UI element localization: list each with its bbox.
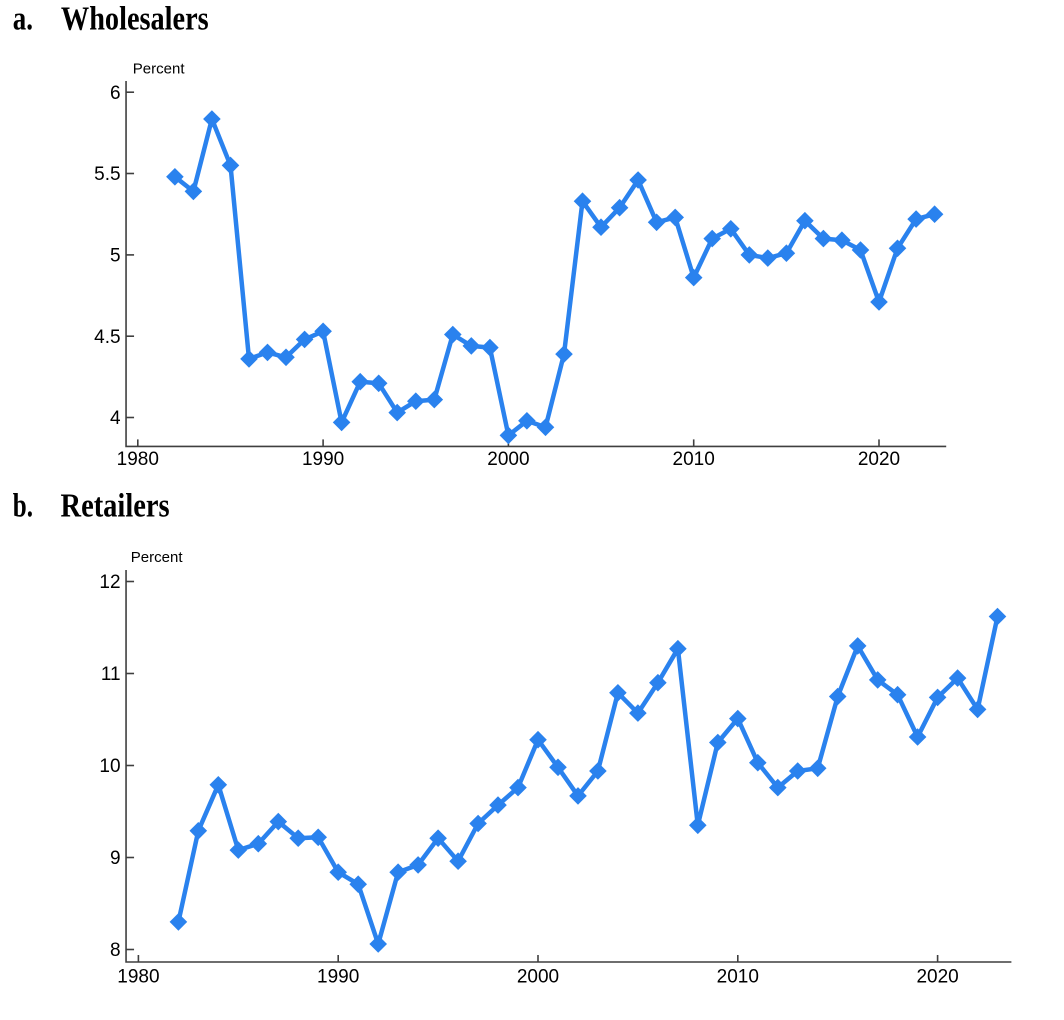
svg-text:8: 8 [110, 940, 121, 961]
svg-text:1980: 1980 [117, 967, 159, 988]
svg-text:4.5: 4.5 [94, 327, 120, 348]
svg-text:4: 4 [110, 408, 121, 429]
svg-text:2000: 2000 [517, 967, 559, 988]
svg-text:1990: 1990 [317, 967, 359, 988]
svg-text:9: 9 [110, 848, 121, 869]
svg-text:2020: 2020 [858, 449, 900, 470]
svg-text:2010: 2010 [673, 449, 715, 470]
svg-text:5: 5 [110, 246, 121, 267]
svg-text:2010: 2010 [717, 967, 759, 988]
svg-text:6: 6 [110, 83, 121, 104]
svg-text:2020: 2020 [916, 967, 958, 988]
svg-text:1980: 1980 [117, 449, 159, 470]
svg-text:5.5: 5.5 [94, 164, 120, 185]
svg-text:1990: 1990 [302, 449, 344, 470]
svg-text:12: 12 [99, 572, 120, 593]
svg-text:10: 10 [99, 756, 120, 777]
svg-text:b.Retailers: b. Retailers [13, 488, 170, 525]
svg-text:Percent: Percent [133, 60, 186, 77]
svg-text:Percent: Percent [131, 549, 184, 566]
svg-text:11: 11 [101, 664, 121, 685]
svg-text:2000: 2000 [487, 449, 529, 470]
svg-text:a.Wholesalers: a. Wholesalers [13, 1, 209, 38]
